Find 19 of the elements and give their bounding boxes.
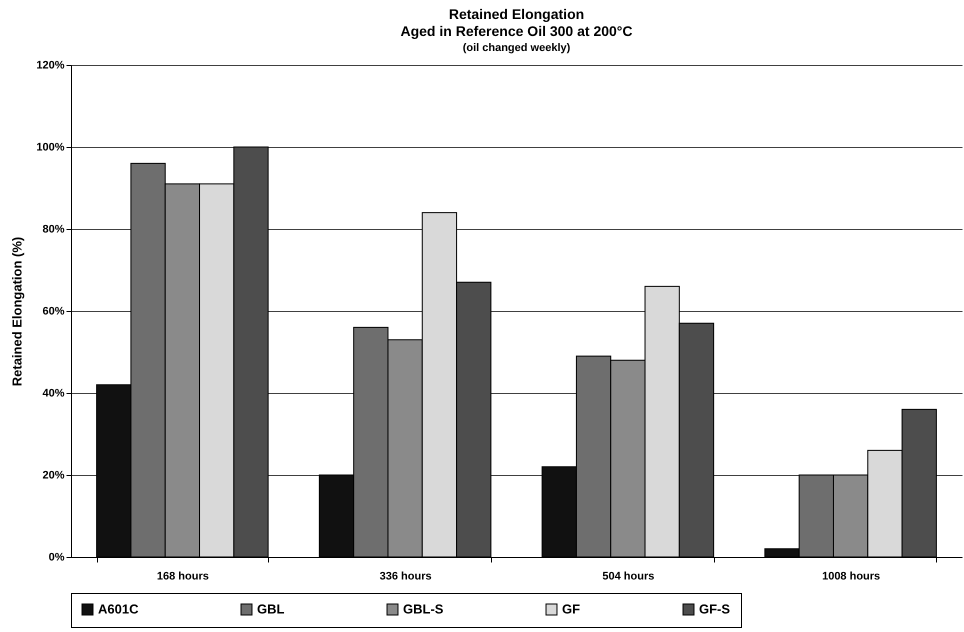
y-tick-label: 120% xyxy=(36,60,65,72)
legend-label: GBL-S xyxy=(403,602,444,617)
x-tick-label: 1008 hours xyxy=(822,570,880,582)
y-tick-label: 20% xyxy=(42,470,65,482)
y-axis-title: Retained Elongation (%) xyxy=(9,236,24,386)
y-tick-label: 80% xyxy=(42,224,65,236)
y-tick-label: 60% xyxy=(42,306,65,318)
chart-subtitle: (oil changed weekly) xyxy=(462,42,571,54)
legend-label: GBL xyxy=(257,602,284,617)
y-tick-label: 100% xyxy=(36,142,65,154)
legend-label: A601C xyxy=(98,602,140,617)
x-tick-label: 336 hours xyxy=(380,570,432,582)
x-tick-label: 504 hours xyxy=(602,570,654,582)
y-tick-label: 0% xyxy=(48,552,65,564)
legend-label: GF xyxy=(562,602,580,617)
chart-title: Retained Elongation Aged in Reference Oil 300 at 200°C xyxy=(400,6,633,39)
y-tick-label: 40% xyxy=(42,388,65,400)
legend-label: GF-S xyxy=(699,602,730,617)
x-tick-label: 168 hours xyxy=(156,570,209,582)
